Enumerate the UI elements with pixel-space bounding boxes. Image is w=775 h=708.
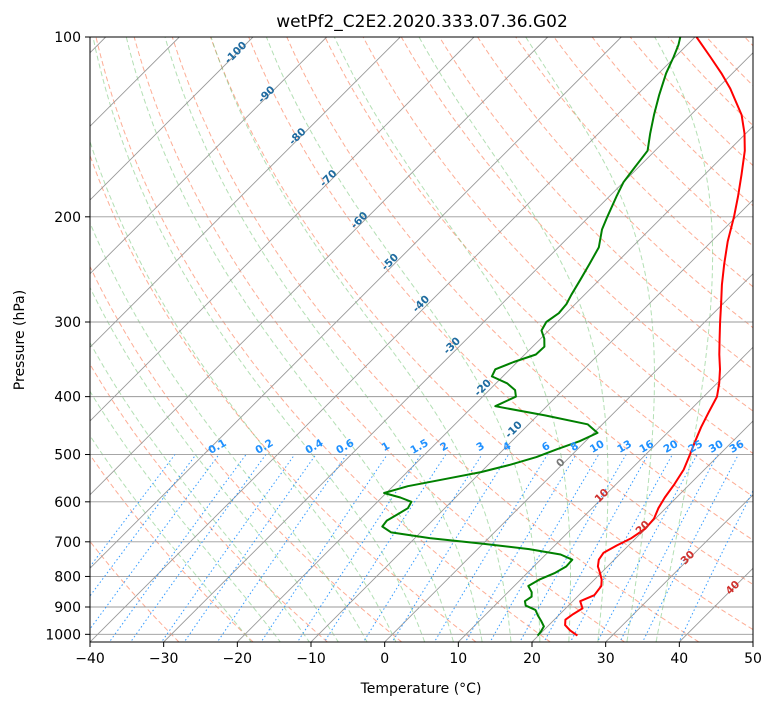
dry-adiabat-line xyxy=(95,37,551,642)
x-tick-label: 10 xyxy=(449,651,467,667)
axes: −40 −30 −20 −10 0 10 20 30 40 50 100 200 300 400 500 60… xyxy=(45,30,762,667)
mixing-ratio-line xyxy=(160,454,296,642)
isotherm-line xyxy=(163,52,753,642)
y-axis-label: Pressure (hPa) xyxy=(12,290,28,390)
y-tick-label: 300 xyxy=(54,315,81,331)
mixing-ratio-line xyxy=(433,454,548,642)
mixing-ratio-line xyxy=(216,454,348,642)
dry-adiabat-line xyxy=(515,37,753,288)
x-tick-label: 30 xyxy=(597,651,615,667)
dewpoint-profile xyxy=(381,37,682,637)
dry-adiabat-line xyxy=(248,37,753,586)
y-tick-label: 1000 xyxy=(45,627,81,643)
isotherm-line xyxy=(90,37,549,496)
isotherm-line xyxy=(90,37,696,642)
x-tick-label: 40 xyxy=(670,651,688,667)
x-tick-label: 50 xyxy=(744,651,762,667)
dry-adiabat-line xyxy=(90,153,477,642)
mixing-ratio-line xyxy=(90,454,176,568)
isotherm-line xyxy=(236,125,753,642)
mixing-ratio-line xyxy=(543,454,649,642)
dry-adiabat-line xyxy=(90,363,328,642)
y-tick-label: 800 xyxy=(54,569,81,585)
y-tick-label: 900 xyxy=(54,600,81,616)
dry-adiabat-line xyxy=(210,37,753,631)
dry-adiabat-line xyxy=(400,37,753,412)
mixing-ratio-line xyxy=(260,454,388,642)
y-tick-label: 200 xyxy=(54,210,81,226)
y-tick-label: 400 xyxy=(54,390,81,406)
chart-title: wetPf2_C2E2.2020.333.07.36.G02 xyxy=(276,12,568,32)
isotherm-line xyxy=(90,37,475,422)
moist-adiabat-line xyxy=(90,434,252,642)
isotherm-line xyxy=(531,420,753,642)
x-tick-label: −40 xyxy=(75,651,105,667)
mixing-ratio-line xyxy=(90,454,197,597)
dry-adiabat-line xyxy=(629,37,753,167)
plot-frame xyxy=(89,36,754,643)
isotherm-line xyxy=(90,37,622,569)
isotherm-line xyxy=(90,37,401,348)
x-tick-label: 0 xyxy=(380,651,389,667)
mixing-ratio-line xyxy=(569,454,673,642)
x-tick-label: −10 xyxy=(296,651,326,667)
temperature-profile xyxy=(564,37,746,637)
y-tick-label: 100 xyxy=(54,30,81,46)
isotherm-line xyxy=(310,199,753,642)
sounding-profiles xyxy=(381,37,746,637)
y-tick-label: 500 xyxy=(54,448,81,464)
mixing-ratio-line xyxy=(489,454,600,642)
isotherm-line xyxy=(605,494,753,642)
dry-adiabat-line xyxy=(90,265,403,642)
mixing-ratio-line xyxy=(183,454,317,642)
y-tick-label: 600 xyxy=(54,495,81,511)
mixing-ratio-line xyxy=(464,454,577,642)
x-tick-label: −20 xyxy=(223,651,253,667)
mixing-ratio-line xyxy=(596,454,698,642)
x-tick-label: −30 xyxy=(149,651,179,667)
mixing-ratio-line xyxy=(619,454,719,642)
mixing-ratio-line xyxy=(519,454,627,642)
isotherm-line xyxy=(384,273,753,642)
dry-adiabat-line xyxy=(133,37,625,642)
mixing-ratio-line xyxy=(391,454,510,642)
dry-adiabat-line xyxy=(324,37,753,498)
dry-adiabat-line xyxy=(90,453,254,642)
x-axis-label: Temperature (°C) xyxy=(360,681,482,697)
dry-adiabat-line xyxy=(286,37,753,541)
moist-adiabat-line xyxy=(90,390,281,642)
isotherm-line xyxy=(90,37,328,275)
isotherm-line xyxy=(457,346,753,642)
x-tick-label: 20 xyxy=(523,651,541,667)
dry-adiabat-line xyxy=(362,37,753,455)
moist-adiabat-line xyxy=(92,37,426,642)
dry-adiabat-line xyxy=(553,37,753,247)
isotherm-line xyxy=(90,37,254,201)
y-tick-label: 700 xyxy=(54,535,81,551)
mixing-ratio-line xyxy=(362,454,483,642)
